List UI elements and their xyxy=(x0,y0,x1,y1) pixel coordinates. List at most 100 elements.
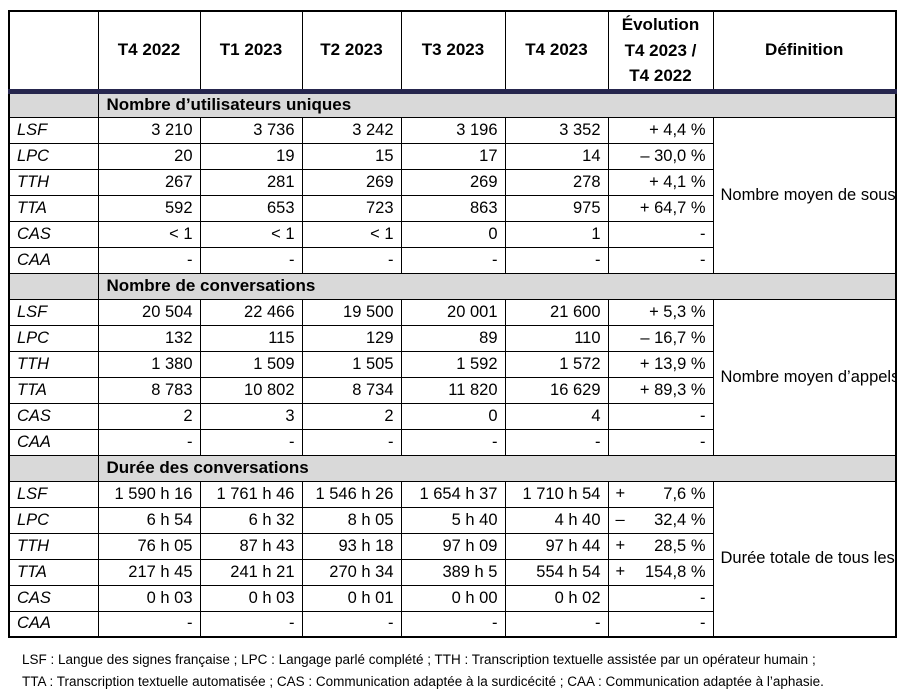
value-cell: 20 xyxy=(97,142,201,170)
row-label: TTA xyxy=(8,194,99,222)
value-cell: 3 210 xyxy=(97,116,201,144)
footnote: LSF : Langue des signes française ; LPC … xyxy=(22,649,904,694)
evolution-sign: + xyxy=(615,484,626,503)
value-cell: 8 783 xyxy=(97,376,201,404)
table-row: LPC 20 19 15 17 14 – 30,0 % xyxy=(8,142,896,170)
value-cell: 653 xyxy=(199,194,303,222)
value-cell: 389 h 5 xyxy=(400,558,506,586)
row-label: TTA xyxy=(8,558,99,586)
value-cell: 132 xyxy=(97,324,201,352)
value-cell: 269 xyxy=(301,168,402,196)
value-cell: 1 xyxy=(504,220,609,248)
row-label: TTH xyxy=(8,350,99,378)
table-row: CAS < 1 < 1 < 1 0 1 - xyxy=(8,220,896,248)
value-cell: 4 xyxy=(504,402,609,430)
section-title: Nombre d’utilisateurs uniques xyxy=(97,90,897,118)
definition-header: Définition xyxy=(712,10,897,94)
value-cell: - xyxy=(97,246,201,274)
footnote-line: TTA : Transcription textuelle automatisé… xyxy=(22,674,824,690)
evolution-cell: + 5,3 % xyxy=(607,298,714,326)
table-row: TTH 1 380 1 509 1 505 1 592 1 572 + 13,9… xyxy=(8,350,896,378)
value-cell: 14 xyxy=(504,142,609,170)
value-cell: 93 h 18 xyxy=(301,532,402,560)
value-cell: 863 xyxy=(400,194,506,222)
evolution-sign: + xyxy=(615,562,626,581)
section-title-row: Nombre de conversations xyxy=(8,272,897,300)
evolution-cell: - xyxy=(607,584,714,612)
value-cell: 0 h 03 xyxy=(97,584,201,612)
section-title-row: Nombre d’utilisateurs uniques xyxy=(8,90,897,118)
table-row: LSF 1 590 h 16 1 761 h 46 1 546 h 26 1 6… xyxy=(8,480,897,638)
value-cell: - xyxy=(504,246,609,274)
section-title: Durée des conversations xyxy=(97,454,897,482)
value-cell: - xyxy=(301,428,402,456)
value-cell: < 1 xyxy=(97,220,201,248)
period-header: T3 2023 xyxy=(400,10,506,94)
row-label: CAS xyxy=(8,220,99,248)
value-cell: 0 h 02 xyxy=(504,584,609,612)
definition-cell: Nombre moyen de souscripteurs ayant util… xyxy=(712,116,897,274)
value-cell: 1 509 xyxy=(199,350,303,378)
evolution-cell: + 4,4 % xyxy=(607,116,714,144)
section-corner-cell xyxy=(8,90,99,118)
row-label: CAA xyxy=(8,246,99,274)
value-cell: - xyxy=(97,610,201,638)
value-cell: 97 h 09 xyxy=(400,532,506,560)
value-cell: - xyxy=(400,428,506,456)
value-cell: 1 710 h 54 xyxy=(504,480,609,508)
evolution-cell: + 64,7 % xyxy=(607,194,714,222)
period-header: T4 2023 xyxy=(504,10,609,94)
value-cell: - xyxy=(400,246,506,274)
row-label: LSF xyxy=(8,116,99,144)
value-cell: 0 h 00 xyxy=(400,584,506,612)
value-cell: 0 xyxy=(400,220,506,248)
value-cell: 217 h 45 xyxy=(97,558,201,586)
evolution-cell: - xyxy=(607,402,714,430)
evolution-header-line: T4 2022 xyxy=(629,66,692,85)
value-cell: - xyxy=(504,610,609,638)
value-cell: 281 xyxy=(199,168,303,196)
value-cell: < 1 xyxy=(199,220,303,248)
period-header: T4 2022 xyxy=(97,10,201,94)
evolution-cell: + 89,3 % xyxy=(607,376,714,404)
section-corner-cell xyxy=(8,454,99,482)
evolution-cell: – 30,0 % xyxy=(607,142,714,170)
evolution-cell: – 32,4 % xyxy=(607,506,714,534)
value-cell: 1 590 h 16 xyxy=(97,480,201,508)
value-cell: 110 xyxy=(504,324,609,352)
value-cell: 6 h 32 xyxy=(199,506,303,534)
evolution-sign: + xyxy=(615,536,626,555)
section-corner-cell xyxy=(8,272,99,300)
table-row: LSF 20 504 22 466 19 500 20 001 21 600 +… xyxy=(8,298,897,456)
value-cell: 4 h 40 xyxy=(504,506,609,534)
value-cell: - xyxy=(199,610,303,638)
footnote-line: LSF : Langue des signes française ; LPC … xyxy=(22,652,816,667)
value-cell: 0 h 01 xyxy=(301,584,402,612)
value-cell: 21 600 xyxy=(504,298,609,326)
evolution-cell: +7,6 % xyxy=(607,480,714,508)
value-cell: 16 629 xyxy=(504,376,609,404)
value-cell: 723 xyxy=(301,194,402,222)
statistics-table: T4 2022 T1 2023 T2 2023 T3 2023 T4 2023 … xyxy=(8,10,897,638)
period-header: T1 2023 xyxy=(199,10,303,94)
evolution-cell: + 4,1 % xyxy=(607,168,714,196)
value-cell: 0 xyxy=(400,402,506,430)
evolution-value: - xyxy=(700,614,706,633)
evolution-header-line: Évolution xyxy=(621,15,700,34)
value-cell: 17 xyxy=(400,142,506,170)
value-cell: 19 xyxy=(199,142,303,170)
value-cell: 267 xyxy=(97,168,201,196)
value-cell: 6 h 54 xyxy=(97,506,201,534)
value-cell: 241 h 21 xyxy=(199,558,303,586)
corner-cell xyxy=(8,10,99,94)
evolution-value: 7,6 % xyxy=(663,484,706,503)
value-cell: 592 xyxy=(97,194,201,222)
value-cell: - xyxy=(504,428,609,456)
value-cell: 1 380 xyxy=(97,350,201,378)
value-cell: 20 504 xyxy=(97,298,201,326)
value-cell: 3 736 xyxy=(199,116,303,144)
value-cell: 76 h 05 xyxy=(97,532,201,560)
evolution-cell: - xyxy=(607,246,714,274)
value-cell: - xyxy=(301,246,402,274)
value-cell: 8 h 05 xyxy=(301,506,402,534)
